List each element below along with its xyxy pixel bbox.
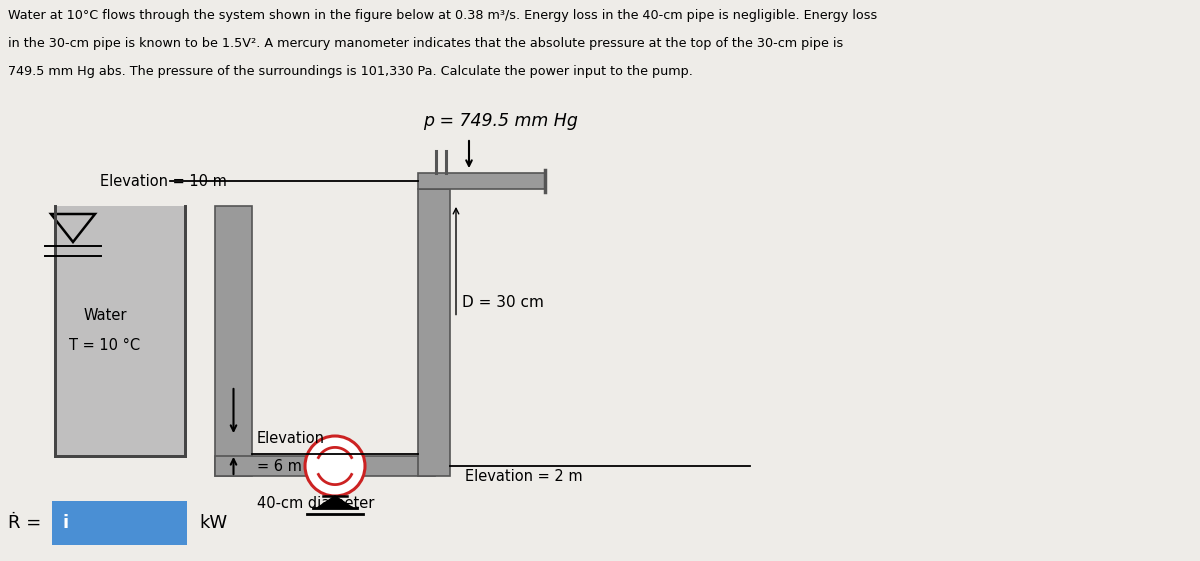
- Text: i: i: [62, 514, 70, 532]
- FancyBboxPatch shape: [52, 501, 187, 545]
- Text: Water: Water: [83, 309, 127, 324]
- Polygon shape: [55, 206, 185, 456]
- Polygon shape: [418, 173, 545, 189]
- Text: Elevation = 2 m: Elevation = 2 m: [466, 469, 583, 484]
- Polygon shape: [418, 189, 450, 476]
- Circle shape: [305, 436, 365, 496]
- Text: kW: kW: [199, 514, 227, 532]
- Text: 40-cm diameter: 40-cm diameter: [257, 496, 374, 512]
- Text: Elevation: Elevation: [257, 431, 325, 446]
- Text: Ṙ =: Ṙ =: [8, 514, 41, 532]
- Text: D = 30 cm: D = 30 cm: [462, 295, 544, 310]
- Text: Water at 10°C flows through the system shown in the figure below at 0.38 m³/s. E: Water at 10°C flows through the system s…: [8, 9, 877, 22]
- Text: 749.5 mm Hg abs. The pressure of the surroundings is 101,330 Pa. Calculate the p: 749.5 mm Hg abs. The pressure of the sur…: [8, 65, 692, 78]
- Text: p = 749.5 mm Hg: p = 749.5 mm Hg: [424, 112, 578, 130]
- Polygon shape: [215, 206, 252, 476]
- Text: Elevation = 10 m: Elevation = 10 m: [100, 173, 227, 188]
- Text: = 6 m: = 6 m: [257, 459, 302, 474]
- Text: in the 30-cm pipe is known to be 1.5V². A mercury manometer indicates that the a: in the 30-cm pipe is known to be 1.5V². …: [8, 37, 844, 50]
- Text: T = 10 °C: T = 10 °C: [70, 338, 140, 353]
- Polygon shape: [317, 496, 353, 508]
- Polygon shape: [215, 456, 434, 476]
